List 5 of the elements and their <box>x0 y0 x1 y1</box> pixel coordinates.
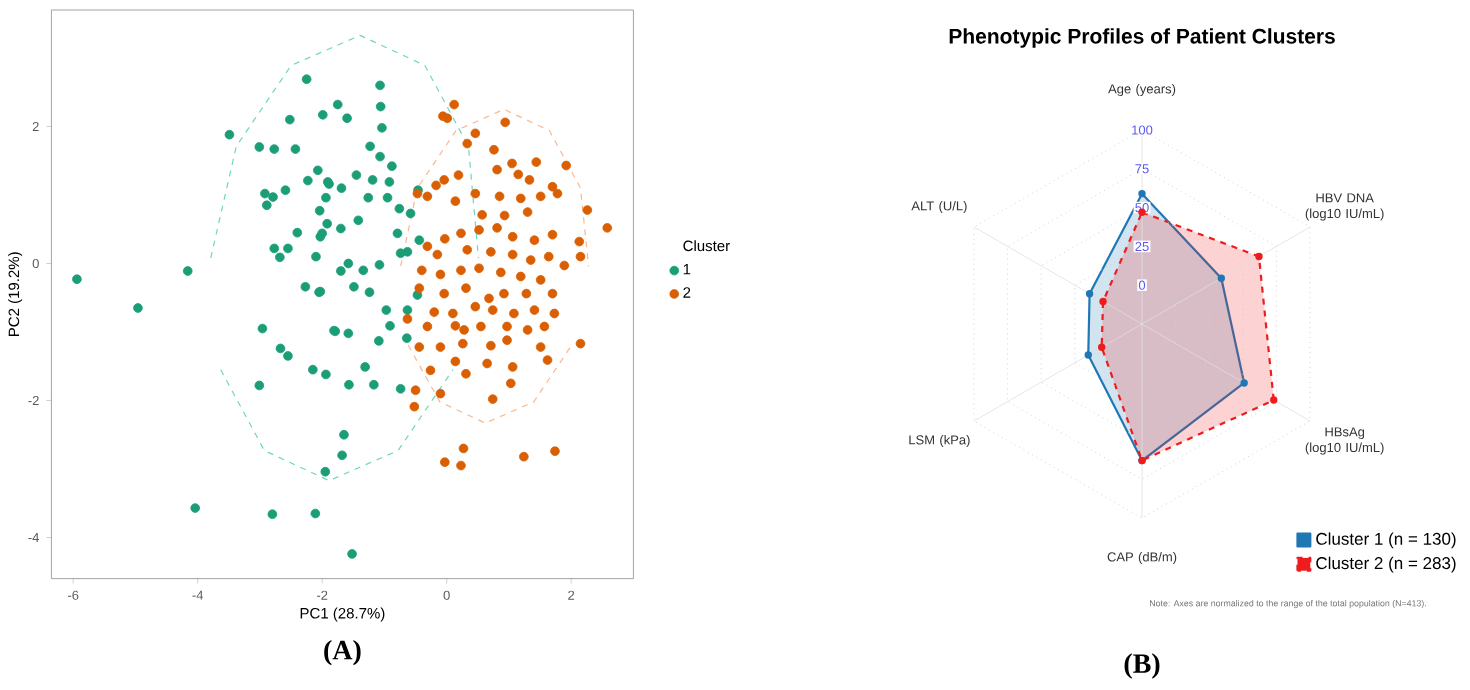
legend-label: Cluster 1 (n = 130) <box>1316 532 1456 549</box>
legend-label: Cluster 2 (n = 283) <box>1316 556 1456 573</box>
text: (A) <box>324 639 361 666</box>
text: (B) <box>1124 653 1160 679</box>
chart-title: Phenotypic Profiles of Patient Clusters <box>949 28 1335 48</box>
